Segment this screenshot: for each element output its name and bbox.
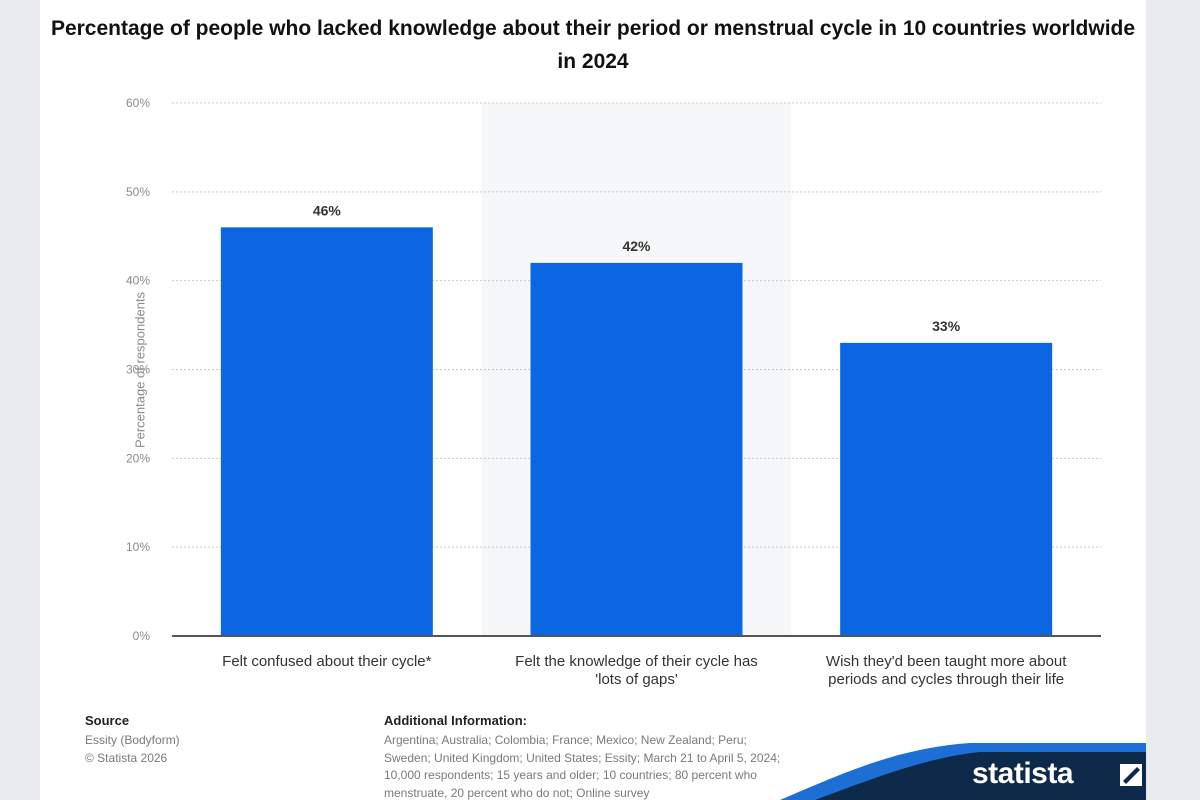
y-tick-label: 30% [126,363,150,377]
chart-title: Percentage of people who lacked knowledg… [50,17,1136,73]
source-heading: Source [85,713,130,728]
y-tick-label: 10% [126,540,150,554]
bar [840,342,1053,636]
x-tick-label: Felt the knowledge of their cycle has [515,653,758,670]
additional-info-heading: Additional Information: [384,713,527,728]
x-tick-label: Felt confused about their cycle* [222,653,431,670]
y-tick-label: 50% [126,185,150,199]
chart-plot: 0% 10% 20% 30% 40% 50% 60% 46% Felt confused abo… [126,96,1101,688]
source-line: Essity (Bodyform) [85,733,180,747]
additional-info-text: Argentina; Australia; Colombia; France; … [384,732,780,800]
data-label: 42% [622,238,651,254]
y-tick-label: 40% [126,274,150,288]
y-tick-label: 20% [126,451,150,465]
data-label: 33% [932,318,961,334]
additional-info-line: Argentina; Australia; Colombia; France; … [384,733,747,747]
x-tick-label: 'lots of gaps' [595,671,678,688]
bar [220,227,433,636]
copyright-line: © Statista 2026 [85,750,168,765]
additional-info-line: menstruate, 20 percent who do not; Onlin… [384,785,650,800]
source-text: Essity (Bodyform) © Statista 2026 [85,732,180,767]
additional-info-line: 10,000 respondents; 15 years and older; … [384,768,757,782]
statista-logo[interactable]: statista [972,757,1074,790]
y-tick-label: 0% [133,629,151,643]
y-tick-label: 60% [126,96,150,110]
bar [530,262,743,636]
statista-logo-icon [1120,764,1142,786]
additional-info-line: Sweden; United Kingdom; United States; E… [384,750,781,765]
chart-card: 0% 10% 20% 30% 40% 50% 60% 46% Felt confused abo… [40,0,1146,800]
data-label: 46% [313,202,342,218]
x-tick-label: periods and cycles through their life [828,671,1064,688]
brand-wave [780,743,1146,800]
x-tick-label: Wish they'd been taught more about [826,653,1067,670]
